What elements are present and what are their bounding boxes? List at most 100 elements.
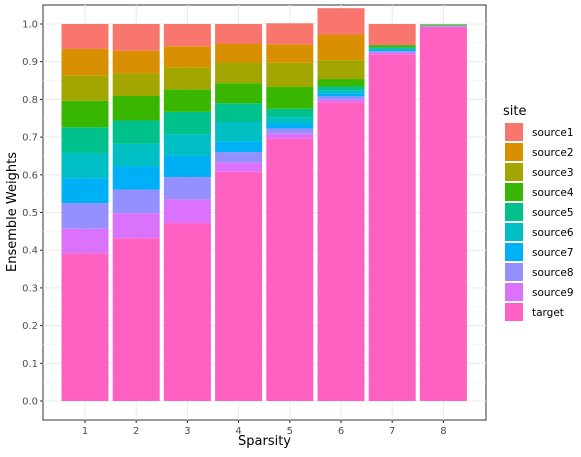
bar-segment-source1: [61, 24, 109, 49]
x-tick-label: 2: [133, 426, 139, 437]
bar-segment-source2: [317, 34, 365, 61]
legend-key-source5: [505, 203, 523, 221]
bar-segment-source8: [368, 51, 416, 53]
bar-segment-target: [112, 238, 160, 401]
bar-segment-source3: [266, 62, 314, 87]
bar-segment-source6: [317, 90, 365, 94]
bar-segment-source3: [317, 60, 365, 80]
bar-segment-source3: [215, 62, 263, 84]
bars: [61, 8, 467, 402]
bar-segment-source9: [368, 52, 416, 55]
legend-label-source6: source6: [532, 227, 574, 239]
y-tick-label: 1.0: [22, 20, 38, 31]
bar-segment-source2: [163, 46, 211, 68]
bar-segment-source2: [61, 48, 109, 76]
bar-segment-source9: [317, 99, 365, 103]
bar-segment-source1: [266, 23, 314, 45]
x-tick-label: 8: [440, 426, 446, 437]
bar-segment-source6: [368, 48, 416, 51]
bar-segment-source4: [215, 83, 263, 104]
legend-key-source3: [505, 163, 523, 181]
y-tick-label: 0.4: [22, 246, 38, 257]
bar-segment-source7: [368, 50, 416, 52]
legend-key-source2: [505, 143, 523, 161]
bar-segment-source8: [317, 96, 365, 100]
y-tick-label: 0.6: [22, 170, 38, 181]
bar-segment-source5: [215, 103, 263, 123]
bar-segment-source5: [61, 127, 109, 153]
bar-segment-source1: [368, 24, 416, 46]
legend-label-source9: source9: [532, 287, 574, 299]
bar-segment-source9: [112, 213, 160, 239]
bar-segment-source3: [163, 67, 211, 90]
legend-label-source1: source1: [532, 127, 574, 139]
legend-key-target: [505, 303, 523, 321]
legend-key-source9: [505, 283, 523, 301]
bar-segment-source7: [317, 93, 365, 97]
bar-segment-source9: [163, 199, 211, 224]
bar-segment-target: [419, 27, 467, 402]
bar-segment-source5: [266, 108, 314, 118]
bar-segment-source3: [112, 73, 160, 97]
y-tick-label: 0.7: [22, 133, 38, 144]
bar-segment-source5: [368, 47, 416, 49]
bar-segment-source7: [266, 123, 314, 129]
legend-label-source4: source4: [532, 187, 574, 199]
bar-segment-source2: [215, 43, 263, 63]
bar-segment-source8: [61, 203, 109, 229]
x-axis-ticks: 1 2 3 4 5 6 7 8: [82, 420, 447, 437]
y-axis-title: Ensemble Weights: [5, 152, 20, 272]
bar-segment-source2: [266, 44, 314, 63]
bar-segment-target: [61, 253, 109, 401]
x-axis-title: Sparsity: [238, 434, 291, 449]
bar-segment-source8: [112, 189, 160, 214]
bar-segment-source7: [112, 166, 160, 190]
bar-segment-source4: [317, 79, 365, 87]
bar-segment-source1: [163, 24, 211, 47]
legend-label-source8: source8: [532, 267, 574, 279]
bar-segment-source4: [61, 100, 109, 128]
bar-segment-source6: [163, 134, 211, 156]
bar-segment-source7: [163, 155, 211, 178]
bar-segment-target: [266, 138, 314, 401]
bar-segment-source4: [112, 96, 160, 121]
bar-segment-source4: [368, 45, 416, 48]
bar-segment-source1: [317, 8, 365, 35]
legend-key-source6: [505, 223, 523, 241]
x-tick-label: 7: [389, 426, 395, 437]
bar-segment-source8: [215, 152, 263, 163]
y-tick-label: 0.9: [22, 57, 38, 68]
bar-segment-source9: [61, 228, 109, 254]
bar-segment-target: [163, 223, 211, 401]
y-tick-label: 0.8: [22, 95, 38, 106]
legend-title: site: [503, 104, 526, 119]
bar-segment-source6: [112, 143, 160, 167]
x-tick-label: 4: [235, 426, 241, 437]
y-tick-label: 0.5: [22, 208, 38, 219]
bar-segment-source1: [215, 24, 263, 44]
bar-segment-source9: [266, 133, 314, 139]
bar-segment-source6: [215, 122, 263, 142]
bar-segment-target: [368, 54, 416, 401]
y-tick-label: 0.3: [22, 283, 38, 294]
legend-label-target: target: [532, 307, 564, 319]
x-tick-label: 6: [338, 426, 344, 437]
bar-segment-source1: [112, 24, 160, 51]
y-tick-label: 0.0: [22, 397, 38, 408]
legend-key-source4: [505, 183, 523, 201]
bar-segment-source7: [61, 178, 109, 204]
x-tick-label: 5: [287, 426, 293, 437]
bar-segment-source5: [163, 111, 211, 135]
legend-key-source1: [505, 123, 523, 141]
bar-segment-source2: [112, 50, 160, 74]
bar-segment-source5: [317, 86, 365, 91]
bar-segment-target: [317, 102, 365, 401]
legend-key-source7: [505, 243, 523, 261]
bar-segment-source6: [266, 117, 314, 124]
y-axis-ticks: 0.0 0.1 0.2 0.3 0.4 0.5 0.6 0.7 0.8 0.9 1.0: [22, 20, 43, 408]
y-tick-label: 0.2: [22, 321, 38, 332]
bar-segment-source8: [163, 177, 211, 200]
bar-segment-target: [215, 171, 263, 401]
legend: site source1 source2 source3 source4 source5…: [503, 104, 574, 321]
